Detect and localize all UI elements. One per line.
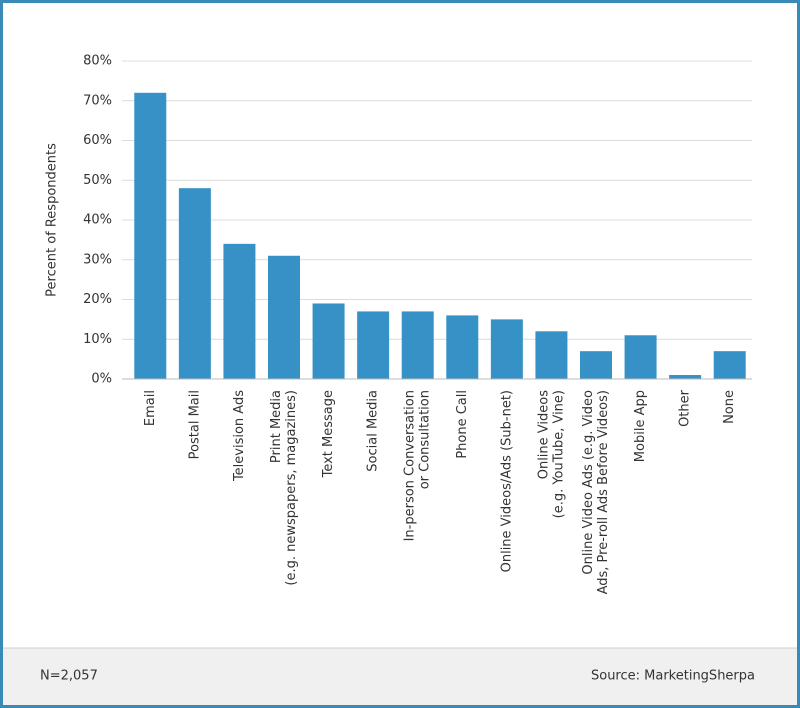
y-axis-title: Percent of Respondents	[45, 143, 60, 297]
x-tick-label: Other	[678, 389, 693, 427]
x-tick-label: Text Message	[321, 390, 336, 478]
y-tick-label: 70%	[83, 93, 112, 108]
bar	[490, 319, 523, 379]
x-tick-label: None	[722, 390, 737, 424]
y-tick-label: 30%	[83, 252, 112, 267]
bar	[134, 92, 167, 380]
y-tick-label: 20%	[83, 292, 112, 307]
bar	[446, 315, 479, 379]
bar	[312, 303, 345, 379]
bar	[268, 255, 300, 379]
sample-note: N=2,057	[40, 669, 98, 684]
x-tick-label: Phone Call	[455, 390, 470, 459]
x-tick-label: Postal Mail	[187, 390, 202, 459]
y-tick-label: 40%	[83, 213, 112, 228]
footer	[3, 648, 797, 705]
x-tick-label: Online Videos	[536, 390, 551, 479]
bar	[357, 311, 390, 379]
y-tick-label: 80%	[83, 54, 112, 69]
source: Source: MarketingSherpa	[591, 669, 755, 684]
bar	[669, 375, 702, 379]
x-tick-label: (e.g. newspapers, magazines)	[284, 390, 299, 586]
x-tick-label: Mobile App	[633, 390, 648, 462]
bar	[624, 335, 657, 379]
x-tick-label: Television Ads	[232, 390, 247, 482]
x-tick-label: Online Videos/Ads (Sub-net)	[499, 390, 514, 572]
bar	[223, 243, 256, 379]
bar	[580, 351, 612, 379]
bar	[401, 311, 434, 379]
x-tick-label: In-person Conversation	[403, 390, 418, 541]
x-tick-label: Online Video Ads (e.g. Video	[581, 390, 596, 575]
y-tick-label: 0%	[91, 372, 112, 387]
y-tick-label: 50%	[83, 173, 112, 188]
y-tick-label: 60%	[83, 133, 112, 148]
bar	[178, 188, 211, 379]
x-tick-label: Print Media	[269, 390, 284, 463]
bar	[535, 331, 568, 379]
x-tick-label: Email	[143, 390, 158, 426]
x-tick-label: (e.g. YouTube, Vine)	[551, 390, 566, 518]
x-tick-label: or Consultation	[418, 390, 433, 489]
bar	[713, 351, 746, 379]
x-tick-label: Ads, Pre-roll Ads Before Videos)	[596, 390, 611, 594]
y-tick-label: 10%	[83, 332, 112, 347]
x-tick-label: Social Media	[366, 390, 381, 472]
